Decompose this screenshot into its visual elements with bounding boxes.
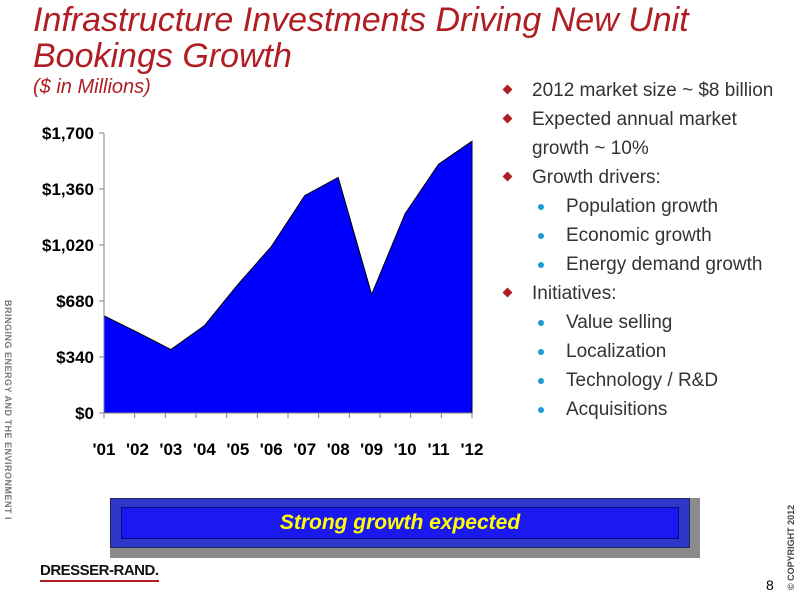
x-tick-label: '05 xyxy=(226,440,249,459)
x-tick-label: '08 xyxy=(327,440,350,459)
x-tick-label: '11 xyxy=(428,440,450,459)
sub-bullet-item: Value selling xyxy=(498,308,798,337)
x-tick-label: '04 xyxy=(193,440,216,459)
sub-bullet-item: Energy demand growth xyxy=(498,250,798,279)
bullet-item: Growth drivers: xyxy=(498,163,798,192)
bullet-item: Expected annual market growth ~ 10% xyxy=(498,105,798,163)
y-tick-label: $1,700 xyxy=(42,124,94,143)
x-tick-label: '06 xyxy=(260,440,283,459)
sub-bullet-item: Localization xyxy=(498,337,798,366)
y-tick-label: $1,360 xyxy=(42,180,94,199)
x-tick-label: '10 xyxy=(394,440,417,459)
banner: Strong growth expected xyxy=(110,498,690,548)
chart-area-layer xyxy=(103,140,473,414)
x-tick-label: '09 xyxy=(360,440,383,459)
bullet-list: 2012 market size ~ $8 billion Expected an… xyxy=(498,76,798,424)
copyright-text: © COPYRIGHT 2012 xyxy=(786,504,796,590)
sub-bullet-item: Economic growth xyxy=(498,221,798,250)
slide-subtitle: ($ in Millions) xyxy=(33,76,151,98)
bullet-item: Initiatives: xyxy=(498,279,798,308)
company-logo: DRESSER-RAND. xyxy=(40,562,159,582)
x-tick-label: '07 xyxy=(293,440,316,459)
x-tick-label: '01 xyxy=(93,440,116,459)
y-tick-labels: $0 $340 $680 $1,020 $1,360 $1,700 xyxy=(42,124,94,423)
page-number: 8 xyxy=(766,577,774,593)
x-tick-label: '03 xyxy=(159,440,182,459)
slide-title: Infrastructure Investments Driving New U… xyxy=(33,1,689,75)
bullet-item: 2012 market size ~ $8 billion xyxy=(498,76,798,105)
y-tick-label: $680 xyxy=(56,292,94,311)
banner-text: Strong growth expected xyxy=(279,511,521,534)
y-tick-label: $1,020 xyxy=(42,236,94,255)
x-tick-labels: '01 '02 '03 '04 '05 '06 '07 '08 '09 '10 '11 '12 xyxy=(93,440,484,459)
banner-inner: Strong growth expected xyxy=(121,507,679,539)
x-tick-label: '02 xyxy=(126,440,149,459)
chart-axes-layer xyxy=(99,132,473,418)
y-tick-label: $340 xyxy=(56,348,94,367)
sub-bullet-item: Population growth xyxy=(498,192,798,221)
x-tick-label: '12 xyxy=(461,440,484,459)
sub-bullet-item: Technology / R&D xyxy=(498,366,798,395)
y-tick-label: $0 xyxy=(75,404,94,423)
sub-bullet-item: Acquisitions xyxy=(498,395,798,424)
bookings-area-chart: $0$340$680$1,020$1,360$1,700 '01'02'03'0… xyxy=(42,124,484,459)
series-area xyxy=(103,140,473,414)
